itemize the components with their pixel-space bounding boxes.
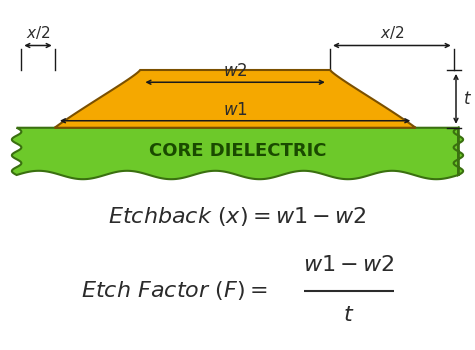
- Text: $x/2$: $x/2$: [26, 24, 50, 41]
- Text: $t$: $t$: [463, 90, 472, 108]
- Text: $w1 - w2$: $w1 - w2$: [303, 254, 395, 276]
- Text: CORE DIELECTRIC: CORE DIELECTRIC: [149, 142, 326, 160]
- Polygon shape: [55, 70, 416, 128]
- Text: $w1$: $w1$: [223, 101, 247, 119]
- Text: $t$: $t$: [343, 304, 355, 326]
- Text: $\mathit{Etchback}\ (x) = w1 - w2$: $\mathit{Etchback}\ (x) = w1 - w2$: [108, 205, 367, 229]
- Polygon shape: [12, 128, 463, 179]
- Text: $w2$: $w2$: [223, 63, 247, 80]
- Text: $x/2$: $x/2$: [380, 24, 404, 41]
- Text: $\mathit{Etch\ Factor}\ (F) =$: $\mathit{Etch\ Factor}\ (F) =$: [81, 279, 267, 302]
